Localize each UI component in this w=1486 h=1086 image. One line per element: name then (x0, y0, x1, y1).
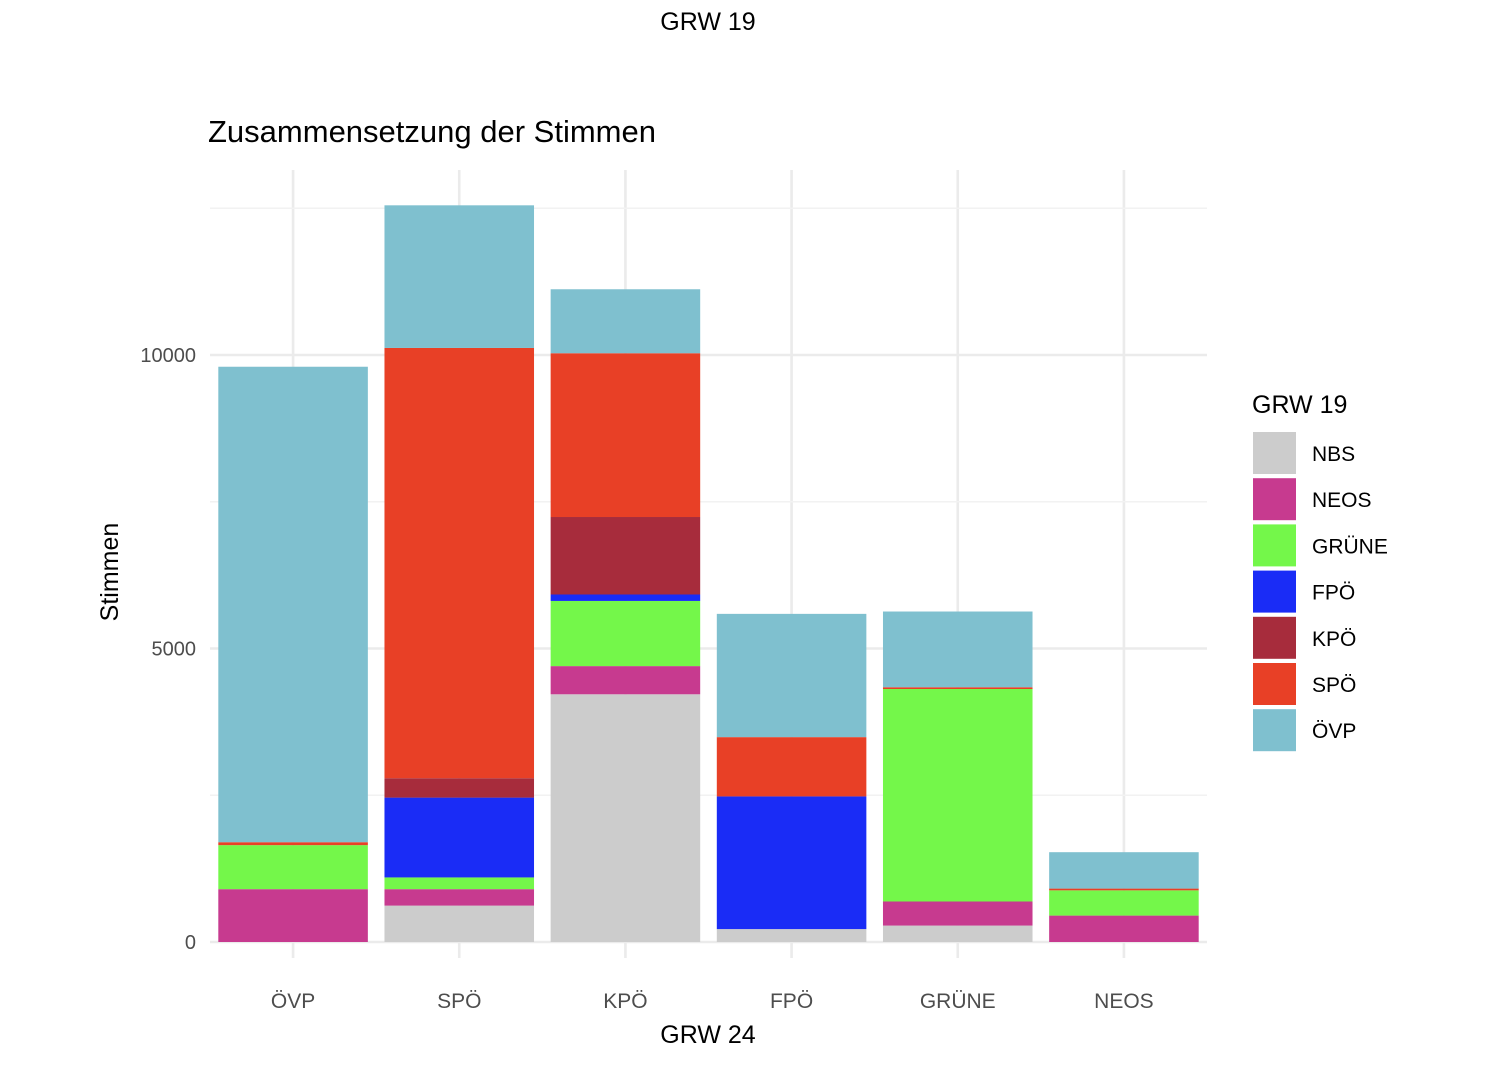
legend-label: FPÖ (1312, 582, 1355, 605)
legend-title: GRW 19 (1252, 391, 1347, 419)
x-tick-label: GRÜNE (920, 990, 996, 1013)
legend-swatch-gruene (1253, 524, 1296, 567)
legend-swatch-oevp (1253, 709, 1296, 752)
bar-kpoe-kpoe (550, 517, 701, 595)
bar-oevp-spoe (218, 842, 368, 846)
legend-label: GRÜNE (1312, 535, 1388, 558)
bar-spoe-fpoe (384, 797, 535, 878)
top-label: GRW 19 (660, 8, 755, 36)
y-tick-label: 5000 (152, 639, 197, 661)
legend-swatch-kpoe (1253, 616, 1296, 659)
legend: GRW 19 NBS NEOS GRÜNE FPÖ KPÖ SPÖ ÖVP (1252, 391, 1388, 752)
bar-neos-spoe (1049, 888, 1199, 891)
bar-gruene-nbs (882, 925, 1033, 942)
bar-neos-oevp (1049, 852, 1199, 889)
bar-stacks (218, 205, 1199, 942)
x-tick-label: FPÖ (770, 990, 813, 1013)
legend-label: NBS (1312, 443, 1355, 466)
legend-label: SPÖ (1312, 674, 1356, 697)
bar-spoe-gruene (384, 877, 535, 890)
bar-kpoe-oevp (550, 289, 701, 354)
bar-spoe-kpoe (384, 778, 535, 798)
bar-kpoe-spoe (550, 353, 701, 518)
bar-spoe-nbs (384, 905, 535, 942)
bar-kpoe-neos (550, 666, 701, 695)
y-axis-label: Stimmen (96, 523, 124, 622)
bar-spoe-neos (384, 889, 535, 906)
bar-gruene-oevp (882, 611, 1033, 688)
bar-fpoe-nbs (716, 929, 867, 942)
bar-kpoe-gruene (550, 600, 701, 667)
legend-label: KPÖ (1312, 628, 1356, 651)
bar-fpoe-spoe (716, 737, 867, 797)
bar-neos-neos (1049, 915, 1199, 942)
legend-swatch-neos (1253, 478, 1296, 521)
legend-swatch-fpoe (1253, 570, 1296, 613)
bar-fpoe-fpoe (716, 796, 867, 930)
x-axis-label: GRW 24 (660, 1021, 755, 1049)
chart-title: Zusammensetzung der Stimmen (208, 114, 656, 149)
x-tick-label: KPÖ (603, 990, 647, 1013)
bar-neos-gruene (1049, 890, 1199, 916)
bar-gruene-spoe (882, 687, 1033, 690)
x-axis-ticks: ÖVP SPÖ KPÖ FPÖ GRÜNE NEOS (271, 990, 1154, 1013)
legend-label: ÖVP (1312, 720, 1356, 743)
bar-spoe-oevp (384, 205, 535, 348)
y-tick-label: 10000 (140, 345, 196, 367)
y-tick-label: 0 (185, 932, 196, 954)
bar-fpoe-oevp (716, 613, 867, 738)
bar-gruene-neos (882, 901, 1033, 926)
bar-kpoe-nbs (550, 694, 701, 942)
x-tick-label: SPÖ (437, 990, 481, 1013)
bar-kpoe-fpoe (550, 594, 701, 601)
y-axis-ticks: 0 5000 10000 (140, 345, 196, 954)
bar-oevp-neos (218, 889, 368, 942)
legend-swatch-nbs (1253, 432, 1296, 474)
legend-label: NEOS (1312, 489, 1372, 512)
x-tick-label: ÖVP (271, 990, 315, 1013)
x-tick-label: NEOS (1094, 990, 1154, 1013)
bar-oevp-oevp (218, 366, 368, 843)
bar-oevp-gruene (218, 845, 368, 890)
bar-spoe-spoe (384, 347, 535, 779)
legend-swatch-spoe (1253, 663, 1296, 705)
bar-gruene-gruene (882, 689, 1033, 902)
